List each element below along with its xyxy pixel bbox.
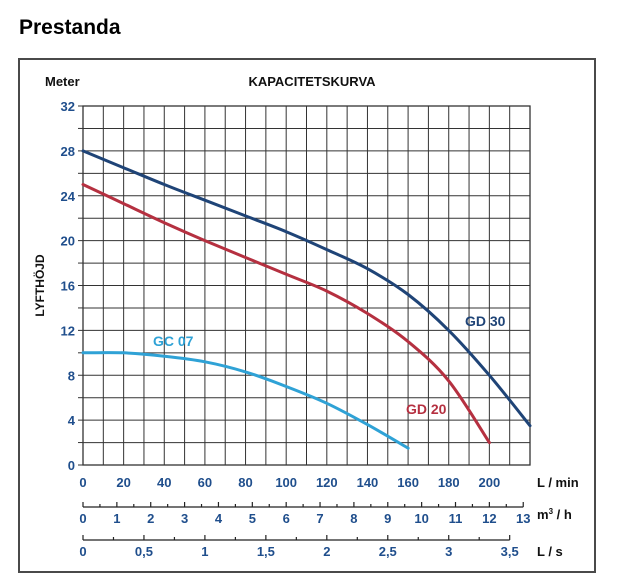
secondary-tick-label: 13 (516, 511, 530, 526)
secondary-tick-label: 3 (445, 544, 452, 559)
secondary-tick-label: 3 (181, 511, 188, 526)
x-tick-label: 160 (397, 475, 419, 490)
x-tick-label: 140 (357, 475, 379, 490)
x-tick-label: 200 (479, 475, 501, 490)
secondary-tick-label: 0 (79, 511, 86, 526)
secondary-axis-unit: L / s (537, 544, 563, 559)
chart-title: KAPACITETSKURVA (248, 74, 376, 89)
series-line-gd20 (81, 183, 491, 445)
y-tick-label: 20 (61, 234, 75, 249)
series-label-gc07: GC 07 (153, 333, 194, 349)
series-line-gc07 (81, 351, 410, 450)
page-title: Prestanda (19, 16, 121, 39)
secondary-tick-label: 2 (147, 511, 154, 526)
secondary-tick-label: 10 (414, 511, 428, 526)
y-axis-label: LYFTHÖJD (32, 254, 47, 317)
secondary-tick-label: 9 (384, 511, 391, 526)
secondary-tick-label: 2,5 (379, 544, 397, 559)
secondary-tick-label: 1 (201, 544, 208, 559)
secondary-tick-label: 11 (449, 511, 463, 526)
secondary-tick-label: 1,5 (257, 544, 275, 559)
secondary-tick-label: 7 (316, 511, 323, 526)
y-tick-label: 28 (61, 144, 75, 159)
chart-grid (78, 105, 531, 541)
secondary-tick-label: 2 (323, 544, 330, 559)
y-tick-label: 4 (68, 413, 76, 428)
x-tick-label: 40 (157, 475, 171, 490)
secondary-axis-unit: m3 / h (537, 507, 572, 522)
secondary-tick-label: 12 (482, 511, 496, 526)
series-line-gd30 (81, 149, 532, 428)
secondary-tick-label: 1 (113, 511, 120, 526)
secondary-tick-label: 0 (79, 544, 86, 559)
x-tick-label: 180 (438, 475, 460, 490)
secondary-tick-label: 3,5 (501, 544, 519, 559)
y-axis-unit: Meter (45, 74, 80, 89)
x-axis-unit: L / min (537, 475, 579, 490)
x-tick-label: 100 (275, 475, 297, 490)
secondary-tick-label: 6 (283, 511, 290, 526)
y-tick-label: 32 (61, 99, 75, 114)
chart-frame (18, 58, 596, 573)
x-tick-label: 20 (116, 475, 130, 490)
y-tick-label: 24 (61, 189, 76, 204)
x-tick-label: 60 (198, 475, 212, 490)
secondary-tick-label: 0,5 (135, 544, 153, 559)
chart-curves (81, 149, 532, 450)
y-tick-label: 12 (61, 323, 75, 338)
series-label-gd20: GD 20 (406, 401, 447, 417)
y-tick-label: 8 (68, 368, 75, 383)
secondary-tick-label: 4 (215, 511, 223, 526)
y-tick-label: 16 (61, 279, 75, 294)
x-tick-label: 120 (316, 475, 338, 490)
x-tick-label: 0 (79, 475, 86, 490)
secondary-tick-label: 8 (350, 511, 357, 526)
x-tick-label: 80 (238, 475, 252, 490)
series-label-gd30: GD 30 (465, 313, 506, 329)
y-tick-label: 0 (68, 458, 75, 473)
secondary-tick-label: 5 (249, 511, 256, 526)
